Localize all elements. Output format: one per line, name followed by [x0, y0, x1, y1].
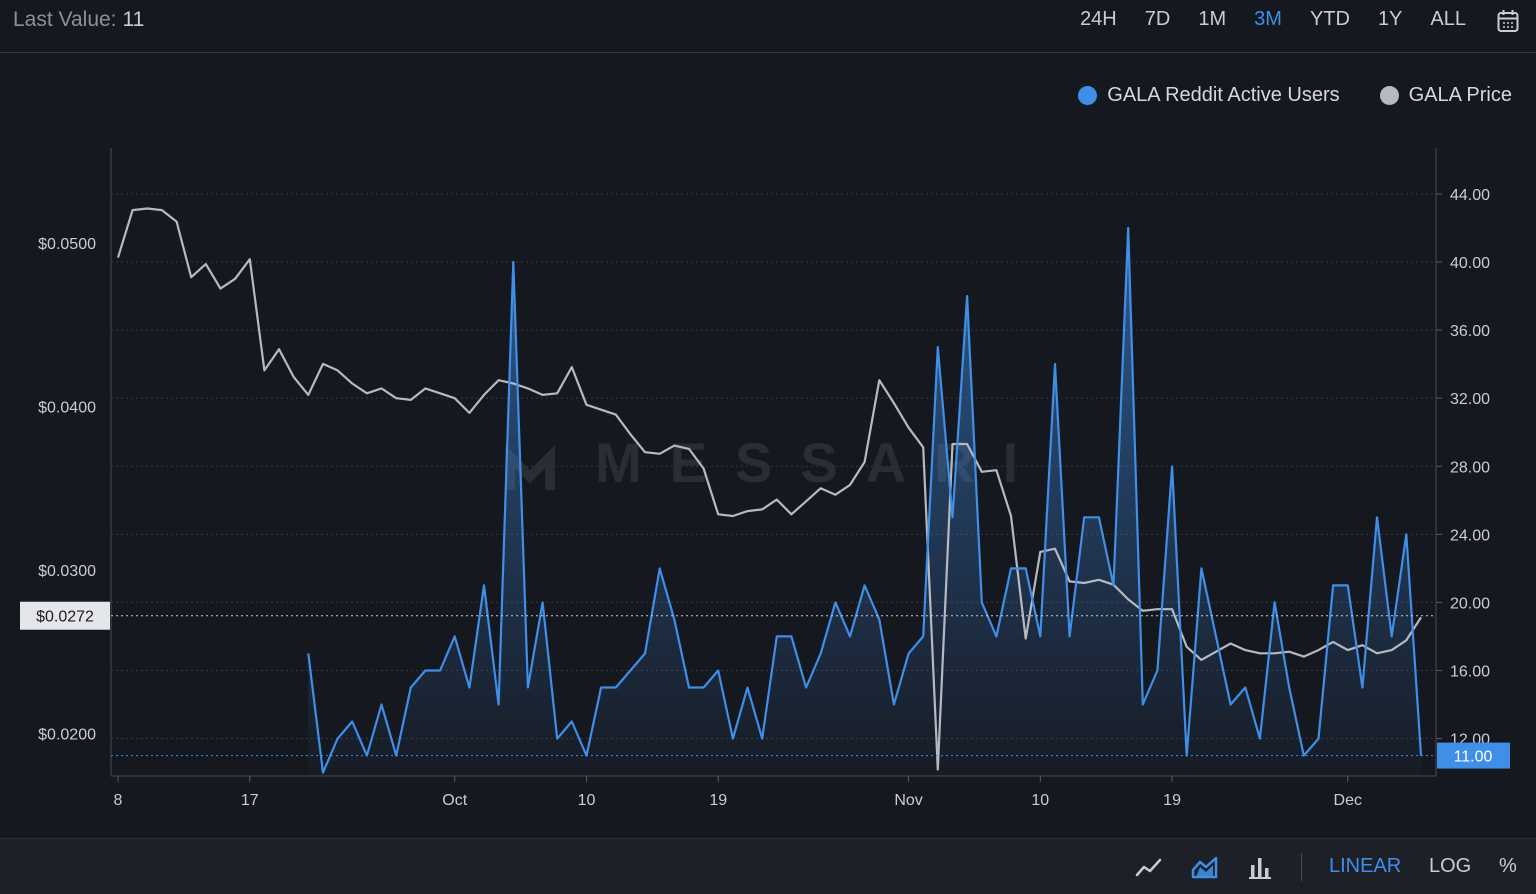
- left-axis-tick-label: $0.0400: [38, 399, 96, 416]
- x-axis-tick-label: 17: [241, 792, 259, 809]
- right-axis-tick-label: 36.00: [1450, 323, 1490, 340]
- x-axis-tick-label: 10: [578, 792, 596, 809]
- current-users-badge: [1437, 742, 1510, 769]
- top-bar: Last Value: 11 24H 7D 1M 3M YTD 1Y ALL: [0, 0, 1536, 53]
- right-axis-tick-label: 44.00: [1450, 187, 1490, 204]
- scale-percent[interactable]: %: [1499, 855, 1517, 877]
- legend-dot-reddit-users: [1078, 86, 1098, 105]
- time-range-selector: 24H 7D 1M 3M YTD 1Y ALL: [1052, 8, 1466, 31]
- legend-label-price: GALA Price: [1408, 84, 1512, 106]
- legend-dot-price: [1379, 86, 1399, 105]
- last-value-label: Last Value:: [13, 8, 117, 31]
- right-axis-tick-label: 32.00: [1450, 391, 1490, 408]
- current-price-label: $0.0272: [36, 609, 94, 626]
- x-axis-tick-label: Nov: [894, 792, 922, 809]
- x-axis-tick-label: 8: [114, 792, 123, 809]
- range-ytd[interactable]: YTD: [1309, 8, 1350, 30]
- legend-item-price[interactable]: GALA Price: [1379, 84, 1512, 107]
- last-value-number: 11: [122, 8, 145, 31]
- bar-chart-icon[interactable]: [1247, 853, 1275, 881]
- legend-item-reddit-users[interactable]: GALA Reddit Active Users: [1078, 84, 1340, 107]
- range-7d[interactable]: 7D: [1144, 8, 1171, 30]
- last-value: Last Value: 11: [13, 8, 144, 32]
- x-axis-tick-label: Dec: [1334, 792, 1362, 809]
- x-axis-tick-label: 10: [1031, 792, 1049, 809]
- bottom-toolbar: LINEAR LOG %: [0, 838, 1536, 894]
- current-users-label: 11.00: [1454, 749, 1493, 766]
- range-24h[interactable]: 24H: [1080, 8, 1117, 30]
- reddit-users-line: [307, 226, 1423, 774]
- range-1m[interactable]: 1M: [1198, 8, 1227, 30]
- scale-log[interactable]: LOG: [1429, 855, 1472, 877]
- range-3m[interactable]: 3M: [1254, 8, 1282, 30]
- range-1y[interactable]: 1Y: [1377, 8, 1403, 30]
- right-axis-tick-label: 24.00: [1450, 527, 1490, 544]
- x-axis-tick-label: Oct: [442, 792, 467, 809]
- right-axis-tick-label: 20.00: [1450, 595, 1490, 612]
- scale-linear[interactable]: LINEAR: [1329, 855, 1402, 877]
- range-all[interactable]: ALL: [1430, 8, 1466, 30]
- area-chart-icon[interactable]: [1191, 853, 1219, 881]
- legend-label-reddit-users: GALA Reddit Active Users: [1107, 84, 1340, 106]
- watermark-text: MESSARI: [595, 431, 1046, 494]
- left-axis-tick-label: $0.0200: [38, 726, 96, 743]
- right-axis-tick-label: 28.00: [1450, 459, 1490, 476]
- calendar-icon[interactable]: [1497, 9, 1519, 33]
- left-axis-tick-label: $0.0300: [38, 563, 96, 580]
- right-axis-tick-label: 16.00: [1450, 663, 1490, 680]
- chart-plot: MESSARI 12.0016.0020.0024.0028.0032.0036…: [20, 148, 1510, 809]
- x-axis-tick-label: 19: [709, 792, 727, 809]
- x-axis-tick-label: 19: [1163, 792, 1181, 809]
- toolbar-separator: [1301, 853, 1302, 881]
- current-price-badge: [20, 601, 110, 630]
- left-axis-tick-label: $0.0500: [38, 236, 96, 253]
- reddit-users-area: [308, 228, 1421, 776]
- line-chart-icon[interactable]: [1135, 853, 1163, 881]
- chart-legend: GALA Reddit Active Users GALA Price: [1038, 84, 1512, 107]
- right-axis-tick-label: 40.00: [1450, 255, 1490, 272]
- price-line: [116, 207, 1422, 771]
